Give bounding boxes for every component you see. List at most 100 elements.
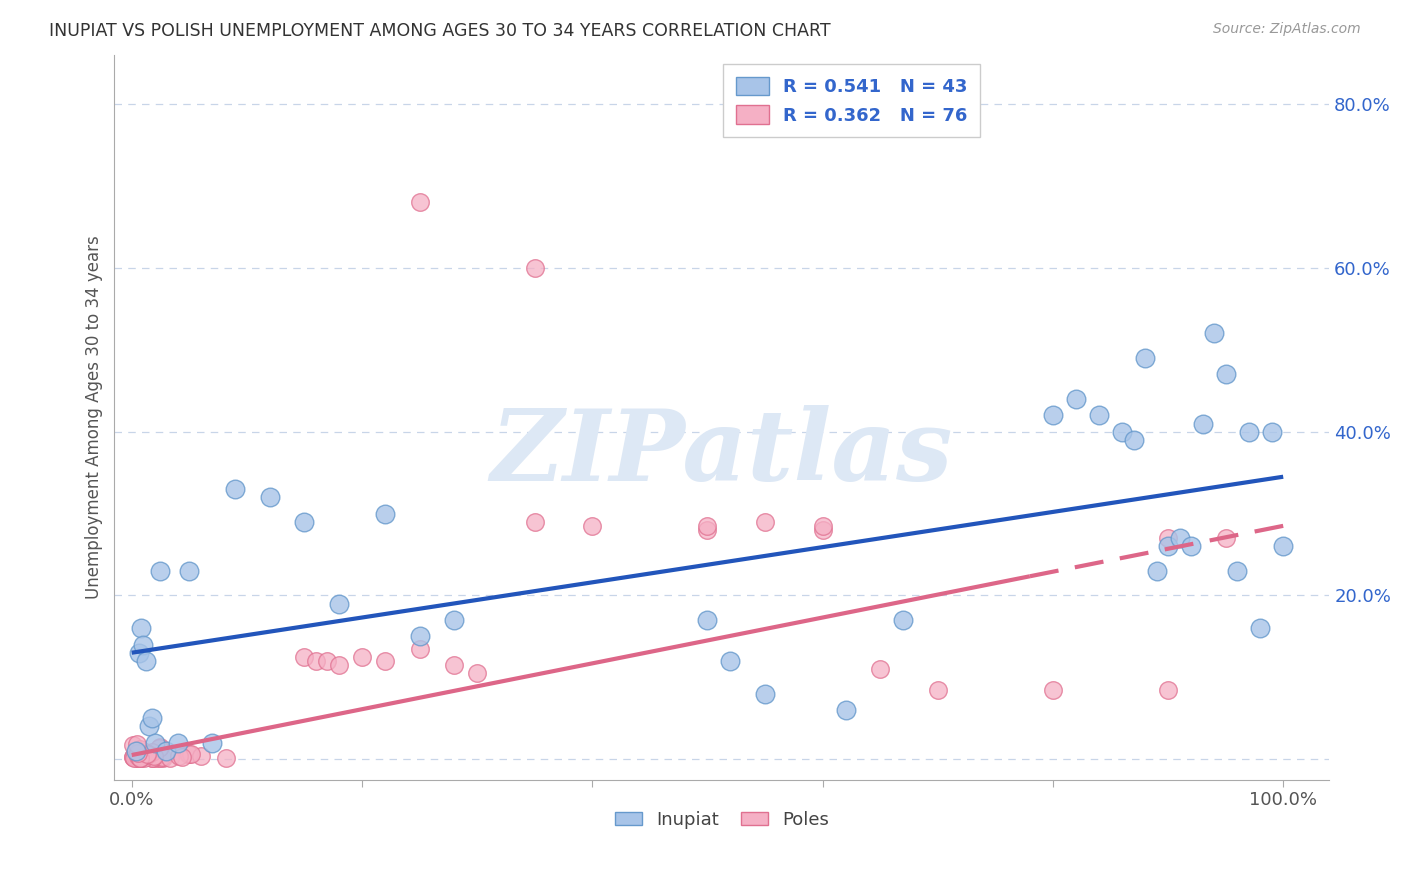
Point <box>177 747 200 761</box>
Point <box>136 747 159 761</box>
Point <box>127 747 149 762</box>
Point <box>129 751 152 765</box>
Point <box>696 523 718 537</box>
Point <box>132 638 155 652</box>
Point <box>523 515 546 529</box>
Point <box>148 741 170 756</box>
Point <box>134 654 156 668</box>
Point <box>124 747 146 762</box>
Point <box>1088 409 1111 423</box>
Point <box>128 747 150 762</box>
Point <box>294 515 316 529</box>
Point <box>129 749 152 764</box>
Point <box>134 751 156 765</box>
Point <box>1064 392 1087 406</box>
Point <box>149 564 172 578</box>
Point <box>125 751 148 765</box>
Point <box>141 745 163 759</box>
Point <box>1042 409 1064 423</box>
Point <box>149 739 172 754</box>
Point <box>696 613 718 627</box>
Text: INUPIAT VS POLISH UNEMPLOYMENT AMONG AGES 30 TO 34 YEARS CORRELATION CHART: INUPIAT VS POLISH UNEMPLOYMENT AMONG AGE… <box>49 22 831 40</box>
Point <box>1215 368 1237 382</box>
Point <box>696 519 718 533</box>
Point <box>1204 326 1226 341</box>
Point <box>135 747 157 762</box>
Point <box>129 749 152 764</box>
Point <box>408 195 430 210</box>
Point <box>136 747 159 762</box>
Point <box>927 682 949 697</box>
Point <box>127 738 149 752</box>
Point <box>127 749 149 764</box>
Point <box>523 260 546 275</box>
Point <box>1133 351 1156 365</box>
Point <box>811 523 834 537</box>
Point <box>127 751 149 765</box>
Text: ZIPatlas: ZIPatlas <box>491 405 953 502</box>
Point <box>132 747 155 761</box>
Point <box>136 748 159 763</box>
Point <box>294 649 316 664</box>
Point <box>127 746 149 760</box>
Point <box>135 748 157 763</box>
Point <box>155 744 177 758</box>
Point <box>129 621 152 635</box>
Point <box>125 744 148 758</box>
Point <box>132 747 155 761</box>
Point <box>1272 539 1295 553</box>
Point <box>136 747 159 761</box>
Point <box>152 751 174 765</box>
Point <box>134 747 156 762</box>
Point <box>141 751 163 765</box>
Point <box>129 751 152 765</box>
Point <box>443 658 465 673</box>
Point <box>170 750 193 764</box>
Point <box>177 747 200 761</box>
Point <box>1157 682 1180 697</box>
Point <box>149 751 172 765</box>
Point <box>305 654 328 668</box>
Point <box>408 629 430 643</box>
Point <box>1146 564 1168 578</box>
Point <box>1157 539 1180 553</box>
Point <box>1157 531 1180 545</box>
Point <box>122 750 145 764</box>
Point <box>374 654 396 668</box>
Point <box>180 747 202 762</box>
Point <box>1180 539 1202 553</box>
Point <box>374 507 396 521</box>
Point <box>122 751 145 765</box>
Point <box>328 597 350 611</box>
Point <box>1249 621 1271 635</box>
Point <box>581 519 603 533</box>
Point <box>128 646 150 660</box>
Point <box>1042 682 1064 697</box>
Point <box>224 482 246 496</box>
Point <box>134 745 156 759</box>
Point <box>720 654 742 668</box>
Point <box>143 736 166 750</box>
Point <box>754 515 776 529</box>
Point <box>166 736 188 750</box>
Point <box>148 750 170 764</box>
Point <box>141 751 163 765</box>
Point <box>129 747 152 761</box>
Point <box>121 738 143 752</box>
Point <box>316 654 339 668</box>
Point <box>167 748 190 763</box>
Point <box>350 649 373 664</box>
Point <box>408 641 430 656</box>
Point <box>443 613 465 627</box>
Point <box>128 747 150 762</box>
Point <box>811 519 834 533</box>
Point <box>1168 531 1191 545</box>
Point <box>1122 433 1144 447</box>
Y-axis label: Unemployment Among Ages 30 to 34 years: Unemployment Among Ages 30 to 34 years <box>86 235 103 599</box>
Point <box>259 490 281 504</box>
Point <box>201 736 224 750</box>
Point <box>141 749 163 764</box>
Point <box>143 748 166 763</box>
Point <box>1111 425 1133 439</box>
Point <box>215 751 238 765</box>
